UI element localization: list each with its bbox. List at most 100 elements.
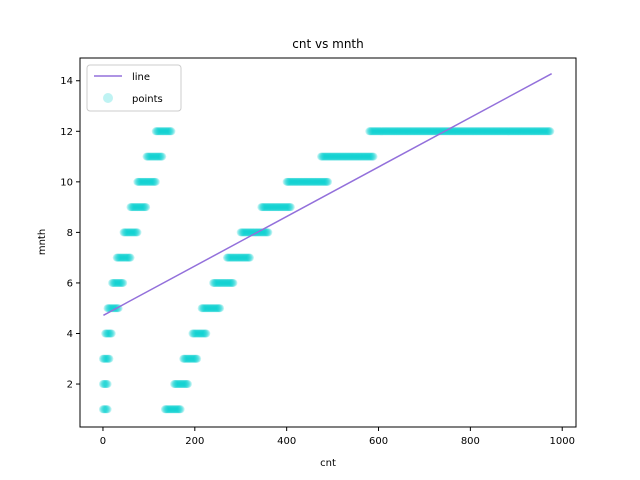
x-tick-label: 200 [185, 436, 204, 447]
data-point [130, 203, 139, 212]
data-point [412, 127, 421, 136]
data-point [313, 177, 322, 186]
data-point [224, 253, 233, 262]
data-point [500, 127, 509, 136]
data-point [150, 177, 159, 186]
data-point [312, 177, 321, 186]
data-point [245, 228, 254, 237]
data-point [517, 127, 526, 136]
data-point [259, 203, 268, 212]
data-point [422, 127, 431, 136]
data-point [386, 127, 395, 136]
data-point [238, 228, 247, 237]
data-point [396, 127, 405, 136]
data-point [213, 278, 222, 287]
data-point [239, 228, 248, 237]
data-point [329, 152, 338, 161]
y-tick-label: 6 [67, 278, 73, 289]
data-point [506, 127, 515, 136]
data-point [416, 127, 425, 136]
y-tick-label: 4 [67, 329, 73, 340]
data-point [401, 127, 410, 136]
data-point [273, 203, 282, 212]
data-point [123, 228, 132, 237]
data-point [481, 127, 490, 136]
data-point [224, 278, 233, 287]
data-point [399, 127, 408, 136]
data-point [243, 253, 252, 262]
data-point [335, 152, 344, 161]
data-point [176, 380, 185, 389]
data-point [381, 127, 390, 136]
data-point [290, 177, 299, 186]
data-point [167, 127, 176, 136]
data-point [190, 329, 199, 338]
data-point [196, 329, 205, 338]
data-point [456, 127, 465, 136]
data-point [193, 329, 202, 338]
data-point [527, 127, 536, 136]
data-point [478, 127, 487, 136]
data-point [209, 304, 218, 313]
data-point [229, 253, 238, 262]
data-point [461, 127, 470, 136]
data-point [382, 127, 391, 136]
data-point [148, 152, 157, 161]
data-point [212, 278, 221, 287]
data-point [110, 278, 119, 287]
legend-point-swatch [103, 93, 113, 103]
data-point [109, 278, 118, 287]
data-point [512, 127, 521, 136]
data-point [99, 405, 108, 414]
data-point [126, 203, 135, 212]
data-point [536, 127, 545, 136]
data-point [98, 354, 107, 363]
data-point [195, 329, 204, 338]
data-point [191, 329, 200, 338]
data-point [140, 177, 149, 186]
data-point [200, 304, 209, 313]
data-point [352, 152, 361, 161]
data-point [222, 253, 231, 262]
data-point [175, 380, 184, 389]
data-point [418, 127, 427, 136]
data-point [294, 177, 303, 186]
data-point [459, 127, 468, 136]
data-point [258, 203, 267, 212]
data-point [380, 127, 389, 136]
data-point [494, 127, 503, 136]
data-point [197, 329, 206, 338]
data-point [112, 278, 121, 287]
data-point [115, 278, 124, 287]
data-point [133, 228, 142, 237]
data-point [509, 127, 518, 136]
data-point [177, 380, 186, 389]
data-point [309, 177, 318, 186]
data-point [152, 127, 161, 136]
data-point [118, 278, 127, 287]
data-point [315, 177, 324, 186]
data-point [117, 278, 126, 287]
data-point [202, 304, 211, 313]
data-point [485, 127, 494, 136]
data-point [138, 177, 147, 186]
data-point [260, 228, 269, 237]
data-point [284, 177, 293, 186]
data-point [228, 253, 237, 262]
data-point [537, 127, 546, 136]
data-point [142, 152, 151, 161]
data-point [171, 380, 180, 389]
data-point [541, 127, 550, 136]
data-point [160, 405, 169, 414]
data-point [167, 405, 176, 414]
data-point [516, 127, 525, 136]
data-point [415, 127, 424, 136]
data-point [366, 152, 375, 161]
data-point [334, 152, 343, 161]
data-point [357, 152, 366, 161]
data-point [363, 152, 372, 161]
data-point [119, 228, 128, 237]
data-point [359, 152, 368, 161]
legend-label-line: line [132, 72, 150, 83]
data-point [256, 228, 265, 237]
